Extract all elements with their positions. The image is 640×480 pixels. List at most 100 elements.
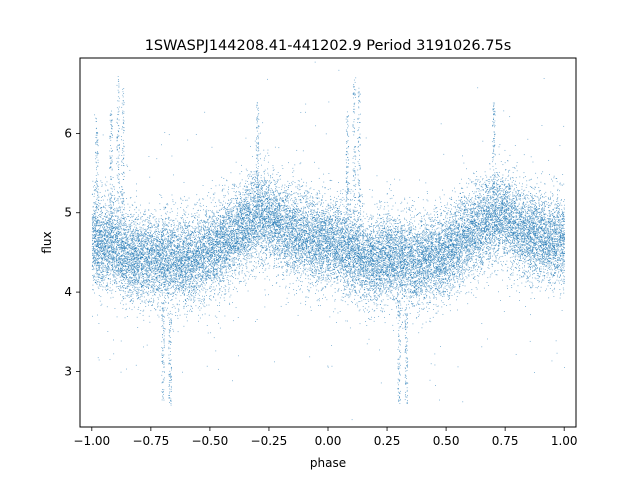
data-point — [95, 216, 96, 217]
data-point — [110, 258, 111, 259]
data-point — [480, 250, 481, 251]
data-point — [434, 246, 435, 247]
data-point — [423, 199, 424, 200]
data-point — [343, 274, 344, 275]
data-point — [123, 304, 124, 305]
data-point — [198, 237, 199, 238]
data-point — [390, 223, 391, 224]
data-point — [407, 281, 408, 282]
data-point — [315, 229, 316, 230]
data-point — [224, 223, 225, 224]
data-point — [556, 234, 557, 235]
data-point — [551, 250, 552, 251]
data-point — [246, 262, 247, 263]
data-point — [446, 269, 447, 270]
data-point — [330, 263, 331, 264]
data-point — [453, 287, 454, 288]
data-point — [125, 225, 126, 226]
data-point — [537, 257, 538, 258]
data-point — [368, 229, 369, 230]
data-point — [205, 255, 206, 256]
data-point — [322, 244, 323, 245]
data-point — [386, 279, 387, 280]
data-point — [281, 246, 282, 247]
data-point — [185, 282, 186, 283]
data-point — [412, 304, 413, 305]
data-point — [322, 215, 323, 216]
data-point — [545, 201, 546, 202]
data-point — [200, 263, 201, 264]
data-point — [138, 282, 139, 283]
data-point — [107, 265, 108, 266]
data-point — [313, 228, 314, 229]
data-point — [444, 254, 445, 255]
data-point — [563, 268, 564, 269]
data-point — [399, 302, 400, 303]
data-point — [488, 265, 489, 266]
data-point — [222, 190, 223, 191]
data-point — [291, 250, 292, 251]
data-point — [364, 281, 365, 282]
data-point — [210, 259, 211, 260]
data-point — [495, 212, 496, 213]
data-point — [393, 238, 394, 239]
data-point — [304, 193, 305, 194]
data-point — [339, 261, 340, 262]
data-point — [312, 214, 313, 215]
data-point — [348, 284, 349, 285]
data-point — [162, 295, 163, 296]
data-point — [253, 269, 254, 270]
data-point — [493, 206, 494, 207]
data-point — [199, 231, 200, 232]
data-point — [225, 219, 226, 220]
data-point — [107, 190, 108, 191]
data-point — [419, 268, 420, 269]
data-point — [183, 282, 184, 283]
data-point — [502, 239, 503, 240]
data-point — [265, 203, 266, 204]
data-point — [330, 238, 331, 239]
data-point — [302, 222, 303, 223]
data-point — [352, 279, 353, 280]
data-point — [335, 308, 336, 309]
data-point — [175, 290, 176, 291]
data-point — [194, 236, 195, 237]
data-point — [300, 237, 301, 238]
data-point — [416, 286, 417, 287]
data-point — [484, 271, 485, 272]
data-point — [284, 255, 285, 256]
data-point — [136, 212, 137, 213]
data-point — [130, 296, 131, 297]
data-point — [470, 179, 471, 180]
data-point — [518, 285, 519, 286]
data-point — [101, 261, 102, 262]
data-point — [266, 242, 267, 243]
data-point — [480, 195, 481, 196]
data-point — [513, 196, 514, 197]
data-point — [509, 246, 510, 247]
data-point — [193, 280, 194, 281]
data-point — [211, 202, 212, 203]
data-point — [465, 271, 466, 272]
data-point — [538, 230, 539, 231]
data-point — [454, 276, 455, 277]
data-point — [315, 293, 316, 294]
data-point — [262, 194, 263, 195]
data-point — [352, 273, 353, 274]
data-point — [187, 250, 188, 251]
data-point — [344, 264, 345, 265]
data-point — [178, 247, 179, 248]
data-point — [320, 263, 321, 264]
data-point — [538, 212, 539, 213]
data-point — [225, 245, 226, 246]
data-point — [185, 275, 186, 276]
data-point — [250, 205, 251, 206]
data-point — [444, 294, 445, 295]
data-point — [486, 203, 487, 204]
data-point — [383, 241, 384, 242]
data-point — [371, 269, 372, 270]
data-point — [264, 262, 265, 263]
data-point — [471, 235, 472, 236]
data-point — [471, 274, 472, 275]
data-point — [156, 253, 157, 254]
